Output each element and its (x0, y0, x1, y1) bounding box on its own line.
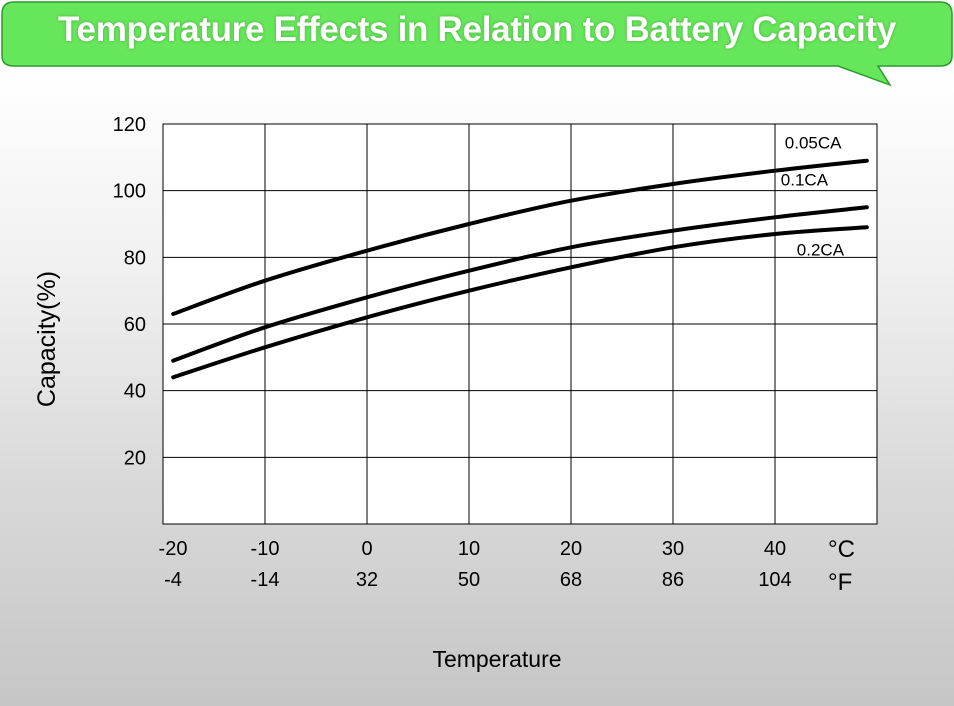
x-unit-fahrenheit: °F (828, 569, 852, 596)
x-tick-label-c: 20 (560, 538, 582, 560)
x-tick-label-c: 30 (662, 538, 684, 560)
y-axis-title: Capacity(%) (33, 271, 61, 407)
x-tick-label-f: 104 (758, 569, 791, 591)
title-banner (1, 1, 953, 87)
y-tick-label: 120 (113, 114, 146, 136)
x-tick-label-c: 0 (361, 538, 372, 560)
series-label: 0.1CA (781, 170, 829, 189)
chart-title: Temperature Effects in Relation to Batte… (58, 10, 896, 49)
x-tick-label-c: -10 (251, 538, 280, 560)
y-tick-label: 80 (124, 247, 146, 269)
x-tick-label-f: 32 (356, 569, 378, 591)
x-tick-label-f: -4 (164, 569, 182, 591)
chart-labels: 0.05CA0.1CA0.2CA20406080100120-20-4-10-1… (33, 114, 855, 672)
y-tick-label: 40 (124, 381, 146, 403)
x-tick-label-f: 68 (560, 569, 582, 591)
x-tick-label-c: 10 (458, 538, 480, 560)
title-callout-shape (1, 1, 953, 87)
series-line-0.2CA (171, 225, 869, 380)
x-tick-label-f: 50 (458, 569, 480, 591)
x-tick-label-c: -20 (159, 538, 188, 560)
y-tick-label: 100 (113, 181, 146, 203)
y-tick-label: 60 (124, 314, 146, 336)
series-line-0.1CA (171, 205, 869, 363)
x-unit-celsius: °C (828, 536, 855, 563)
series-line-0.05CA (171, 158, 869, 316)
series-label: 0.2CA (797, 240, 845, 259)
x-tick-label-c: 40 (764, 538, 786, 560)
x-tick-label-f: 86 (662, 569, 684, 591)
series-lines (171, 158, 869, 380)
y-tick-label: 20 (124, 447, 146, 469)
x-axis-title: Temperature (432, 646, 561, 672)
x-tick-label-f: -14 (251, 569, 280, 591)
series-label: 0.05CA (785, 134, 842, 153)
